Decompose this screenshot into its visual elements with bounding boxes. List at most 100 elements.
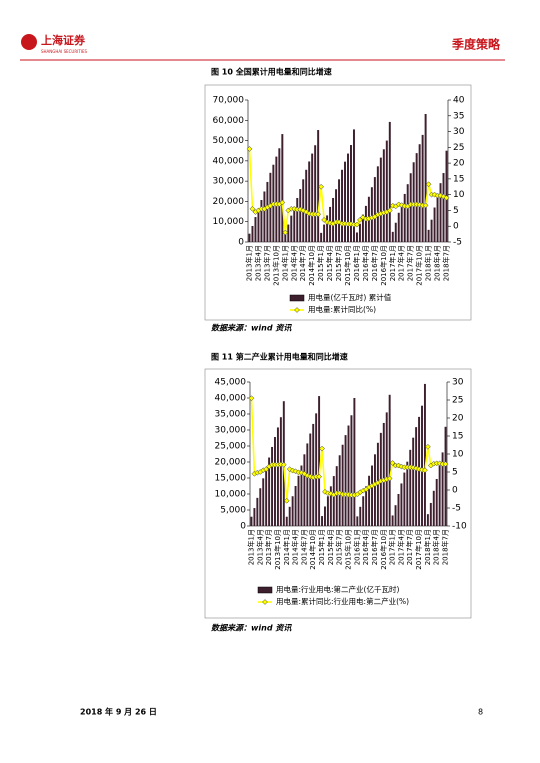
line-marker (425, 443, 431, 450)
bar (274, 437, 276, 526)
bar (406, 461, 409, 526)
bar (326, 496, 329, 526)
page-number: 8 (478, 708, 483, 717)
line-marker (315, 211, 322, 218)
bar (290, 215, 293, 242)
line-marker (249, 206, 256, 212)
x-tick-label: 2016年4月 (361, 245, 370, 281)
x-tick-label: 2017年1月 (388, 529, 397, 565)
bar (275, 156, 278, 242)
bar (394, 222, 397, 242)
bar (318, 396, 321, 526)
bar (370, 187, 373, 242)
y2-tick-label: 5 (452, 468, 458, 478)
y-tick-label: 30,000 (215, 426, 247, 436)
bar (441, 452, 444, 526)
bar (266, 181, 269, 242)
bar (248, 233, 251, 242)
x-tick-label: 2015年7月 (334, 245, 343, 281)
line-marker (318, 183, 324, 190)
x-tick-label: 2013年10月 (271, 245, 280, 286)
x-tick-label: 2016年10月 (379, 245, 388, 286)
x-tick-label: 2016年1月 (352, 529, 361, 565)
bar (412, 437, 415, 526)
y2-tick-label: 15 (452, 432, 463, 442)
x-tick-label: 2014年4月 (291, 529, 300, 565)
x-tick-label: 2017年4月 (397, 245, 406, 281)
bar (350, 145, 352, 242)
bar (341, 444, 344, 526)
y2-tick-label: 10 (453, 190, 465, 200)
bar (347, 425, 350, 526)
x-tick-label: 2014年1月 (280, 245, 289, 281)
bar (332, 197, 335, 242)
bar (332, 476, 335, 526)
x-tick-label: 2015年1月 (317, 529, 326, 565)
bar (254, 217, 257, 242)
x-tick-label: 2014年7月 (298, 245, 307, 281)
bar (329, 486, 332, 526)
bar (394, 505, 397, 526)
y-tick-label: 20,000 (213, 197, 245, 207)
line-marker (279, 199, 286, 206)
footer-date: 2018 年 9 月 26 日 (80, 707, 157, 717)
legend-marker (262, 599, 268, 605)
line-marker (425, 181, 432, 188)
x-tick-label: 2015年7月 (335, 529, 344, 565)
bar (294, 486, 297, 526)
bar (305, 169, 308, 242)
line-marker (443, 194, 450, 201)
y-tick-label: 0 (240, 522, 246, 532)
line-marker (246, 146, 253, 152)
bar (400, 483, 403, 526)
bar (317, 130, 320, 242)
legend-label: 用电量(亿千瓦时) 累计值 (308, 292, 392, 302)
line-marker (389, 460, 396, 466)
bar (403, 472, 406, 526)
x-tick-label: 2018年1月 (423, 529, 432, 565)
bar (341, 169, 344, 242)
line-marker (354, 221, 360, 228)
figure-title: 图 10 全国累计用电量和同比增速 (211, 67, 332, 77)
bar (373, 177, 376, 242)
bar (288, 506, 291, 526)
y2-tick-label: 25 (453, 143, 464, 153)
bar (281, 134, 284, 242)
bar (265, 468, 268, 526)
bar (250, 516, 253, 526)
bar (253, 508, 256, 526)
bar (279, 417, 282, 526)
bar (309, 433, 312, 526)
x-tick-label: 2016年4月 (361, 529, 370, 565)
bar (388, 121, 391, 242)
x-tick-label: 2015年10月 (344, 529, 353, 570)
line-marker (442, 461, 449, 467)
y2-tick-label: 15 (453, 174, 464, 184)
x-tick-label: 2016年7月 (370, 245, 379, 281)
x-tick-label: 2013年4月 (255, 529, 264, 565)
y2-tick-label: 30 (453, 127, 465, 137)
bar (353, 398, 356, 526)
bar (335, 189, 338, 242)
bar (364, 205, 367, 242)
y-tick-label: 25,000 (215, 442, 247, 452)
bar (442, 173, 445, 242)
bar (251, 225, 254, 242)
line-marker (319, 445, 325, 452)
bar (321, 516, 324, 526)
y-tick-label: 10,000 (215, 490, 247, 500)
y-tick-label: 70,000 (213, 96, 245, 106)
bar (388, 394, 391, 526)
legend-marker (294, 307, 300, 313)
bar (379, 157, 382, 242)
y2-tick-label: 0 (452, 486, 458, 496)
x-tick-label: 2016年10月 (379, 529, 388, 570)
y-tick-label: 30,000 (213, 177, 245, 187)
line-marker (357, 217, 363, 223)
figure-title: 图 11 第二产业累计用电量和同比增速 (211, 352, 348, 362)
bar (391, 515, 394, 526)
x-tick-label: 2015年4月 (325, 245, 334, 281)
bar (303, 454, 306, 526)
legend-label: 用电量:累计同比(%) (308, 304, 376, 314)
